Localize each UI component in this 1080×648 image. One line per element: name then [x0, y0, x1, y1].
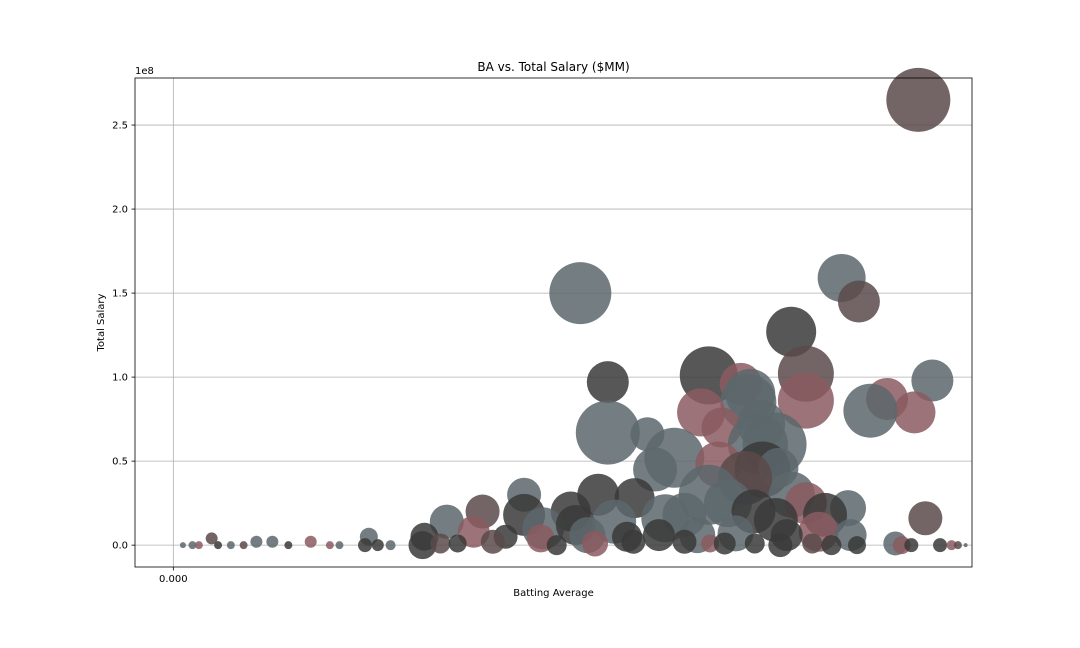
bubble-point: [621, 529, 646, 554]
bubble-point: [766, 306, 817, 357]
bubble-point: [837, 280, 880, 323]
y-tick-label: 0.0: [112, 541, 128, 552]
bubble-point: [821, 535, 842, 556]
bubble-point: [448, 534, 467, 553]
y-tick-label: 0.5: [112, 457, 128, 468]
bubble-point: [953, 541, 962, 550]
bubble-point: [847, 536, 866, 555]
bubble-point: [284, 541, 293, 550]
bubble-point: [768, 533, 793, 558]
bubble-point: [188, 541, 197, 550]
bubble-point: [904, 538, 919, 553]
bubble-point: [430, 533, 451, 554]
y-axis-offset-label: 1e8: [135, 66, 154, 77]
bubble-point: [893, 391, 936, 434]
x-axis-label: Batting Average: [513, 588, 594, 599]
bubble-point: [843, 383, 898, 438]
bubble-point: [371, 539, 384, 552]
bubble-point: [335, 541, 344, 550]
bubble-point: [586, 361, 629, 404]
chart-title: BA vs. Total Salary ($MM): [477, 60, 629, 74]
y-tick-label: 1.5: [112, 289, 128, 300]
bubble-point: [325, 541, 334, 550]
bubble-point: [672, 529, 697, 554]
axis-ticks: 0.0 0.5 1.0 1.5 2.0 2.5 0.000: [112, 121, 188, 585]
bubble-point: [744, 533, 765, 554]
bubble-point: [575, 400, 640, 465]
bubble-point: [642, 519, 675, 552]
bubble-point: [802, 533, 823, 554]
bubble-point: [908, 501, 943, 536]
bubble-point: [429, 504, 464, 539]
bubble-point: [946, 540, 957, 551]
bubble-point: [582, 530, 609, 557]
bubble-point: [713, 532, 736, 555]
bubble-point: [250, 535, 263, 548]
bubble-point: [214, 541, 223, 550]
bubble-point: [266, 535, 279, 548]
bubble-point: [701, 534, 720, 553]
bubble-point: [304, 535, 317, 548]
bubble-point: [963, 543, 968, 548]
y-axis-label: Total Salary: [96, 293, 107, 352]
bubble-point: [408, 531, 437, 560]
x-tick-label: 0.000: [159, 574, 188, 585]
bubble-point: [549, 262, 612, 325]
y-tick-label: 1.0: [112, 373, 128, 384]
bubble-point: [239, 541, 248, 550]
bubble-series: [179, 67, 968, 560]
bubble-point: [194, 541, 203, 550]
bubble-point: [205, 532, 218, 545]
y-tick-label: 2.0: [112, 205, 128, 216]
bubble-point: [911, 359, 954, 402]
y-tick-label: 2.5: [112, 121, 128, 132]
bubble-point: [777, 372, 834, 429]
bubble-point: [385, 540, 396, 551]
bubble-point: [933, 538, 948, 553]
bubble-point: [480, 529, 505, 554]
bubble-point: [226, 541, 235, 550]
plot-frame: [134, 77, 973, 568]
bubble-point: [546, 535, 567, 556]
bubble-point: [886, 67, 951, 132]
bubble-point: [179, 542, 186, 549]
bubble-point: [358, 538, 373, 553]
